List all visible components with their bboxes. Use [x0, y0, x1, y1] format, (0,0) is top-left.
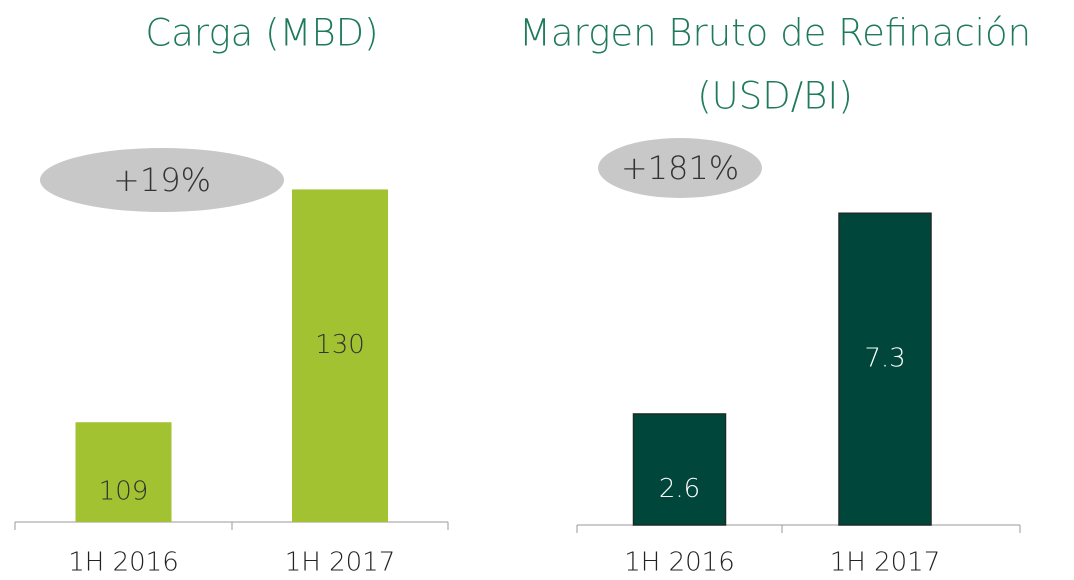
chart-title: Carga (MBD) — [145, 12, 378, 55]
data-label: 7.3 — [864, 344, 905, 374]
data-label: 2.6 — [659, 474, 700, 504]
chart-title: Margen Bruto de Refinación — [519, 12, 1031, 55]
annotation: +181% — [621, 149, 739, 187]
annotation-bubble — [40, 148, 284, 212]
annotation: +19% — [113, 161, 211, 199]
data-label: 109 — [99, 477, 149, 507]
x-tick-label: 1H 2017 — [285, 548, 396, 578]
data-label: 130 — [315, 330, 365, 360]
chart-title: (USD/BI) — [697, 75, 853, 118]
annotation-bubble — [598, 138, 762, 198]
bar — [838, 212, 932, 526]
bar — [75, 422, 172, 522]
bar — [292, 189, 388, 522]
x-tick-label: 1H 2016 — [624, 548, 735, 578]
x-tick-label: 1H 2016 — [68, 548, 179, 578]
bar — [632, 413, 727, 526]
x-tick-label: 1H 2017 — [830, 548, 941, 578]
